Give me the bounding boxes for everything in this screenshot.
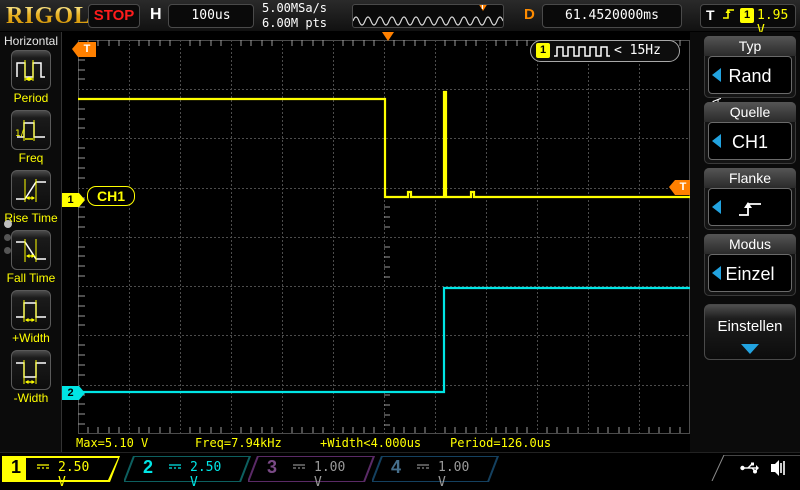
frequency-counter-source: 1 [536,43,550,58]
timebase-value: 100us [191,8,231,23]
pos-width-icon [16,300,46,322]
channel-number-3: 3 [266,457,277,477]
timebase-box[interactable] [168,4,254,28]
measurement-period: Period=126.0us [450,436,552,450]
channel-number-4: 4 [390,457,401,477]
fall-time-icon [16,239,46,262]
memory-waveform-icon [353,16,503,26]
measure-button-pos-width[interactable] [11,290,51,330]
memory-depth: 6.00M pts [262,16,328,30]
coupling-icon-3 [292,462,306,475]
waveform-display[interactable]: T T 1 2 CH1 1 < 15Hz Max=5.10 V Freq=7.9… [62,32,691,452]
settings-button-label: Einstellen [717,318,783,335]
trigger-position-marker[interactable] [382,32,394,41]
delay-box[interactable] [542,4,682,28]
measurement-max: Max=5.10 V [76,436,149,450]
usb-icon[interactable] [740,460,760,481]
ch1-trace [78,90,690,199]
chevron-down-icon[interactable] [741,344,759,354]
measure-button-fall-time[interactable] [11,230,51,270]
acquisition-info: 5.00MSa/s 6.00M pts [262,1,327,31]
delay-value: 61.4520000ms [565,8,659,23]
trigger-slope-value[interactable] [708,188,792,226]
delay-label: D [524,6,535,23]
trigger-slope-header: Flanke [704,168,796,188]
measure-button-rise-time[interactable] [11,170,51,210]
svg-text:1/: 1/ [15,129,25,139]
ch1-cursor-label[interactable]: CH1 [87,186,136,206]
channel-scale-3: 1.00 V [314,460,346,490]
chevron-left-icon-type[interactable] [712,68,721,82]
measure-label-pos-width: +Width [12,331,50,345]
sample-rate: 5.00MSa/s [262,1,328,15]
channel-number-2: 2 [142,457,153,477]
page-dot-1 [4,220,12,228]
trigger-level-value: 1.95 V [757,8,789,38]
ch2-trace [78,286,690,394]
trigger-source-header: Quelle [704,102,796,122]
pulse-train-icon [554,44,610,63]
horizontal-label: H [150,6,162,23]
left-measure-menu: Horizontal Period 1/ Freq [0,32,62,452]
measure-button-freq[interactable]: 1/ [11,110,51,150]
trigger-source-value[interactable]: CH1 [708,122,792,160]
ch2-ground-marker[interactable]: 2 [62,386,85,400]
bottom-channel-bar: 1 2.50 V 2 2.50 V 3 1.0 [0,452,800,490]
rigol-logo: RIGOL [6,3,92,29]
frequency-counter-value: < 15Hz [614,43,661,58]
period-icon [16,60,45,81]
left-menu-title: Horizontal [3,34,59,48]
run-state-button[interactable] [88,4,140,28]
rising-edge-icon [722,7,735,24]
chevron-left-icon-source[interactable] [712,134,721,148]
top-status-bar: RIGOL STOP H 100us 5.00MSa/s 6.00M pts D… [0,0,800,38]
measure-label-fall-time: Fall Time [6,271,56,285]
frequency-icon: 1/ [15,120,45,141]
trigger-mode-value[interactable]: Einzel [708,254,792,292]
coupling-icon-4 [416,462,430,475]
measurement-readouts: Max=5.10 V Freq=7.94kHz +Width<4.000us P… [62,436,690,452]
trigger-label: T [706,7,715,23]
chevron-left-icon-mode[interactable] [712,266,721,280]
ch1-ground-marker[interactable]: 1 [62,193,85,207]
page-dot-2 [4,234,11,241]
trigger-type-value[interactable]: Rand [708,56,792,94]
coupling-icon-2 [168,462,182,475]
chevron-left-icon-slope[interactable] [712,200,721,214]
trigger-mode-header: Modus [704,234,796,254]
channel-scale-4: 1.00 V [438,460,470,490]
measure-label-period: Period [13,91,49,105]
rise-time-icon [16,179,46,202]
measure-label-rise-time: Rise Time [4,211,58,225]
memory-trigger-marker [478,5,488,11]
measure-button-period[interactable] [11,50,51,90]
trigger-level-marker[interactable]: T [669,180,691,195]
oscilloscope-screen: RIGOL STOP H 100us 5.00MSa/s 6.00M pts D… [0,0,800,480]
speaker-mute-icon[interactable] [766,459,788,482]
trigger-source-badge: 1 [740,8,754,23]
rising-edge-icon [737,198,763,218]
run-state-label: STOP [93,7,135,24]
channel-number-1: 1 [10,457,21,477]
trigger-type-header: Typ [704,36,796,56]
neg-width-icon [16,360,46,384]
channel-scale-2: 2.50 V [190,460,222,490]
measure-label-neg-width: -Width [13,391,49,405]
measure-label-freq: Freq [18,151,44,165]
trigger-delay-marker[interactable]: T [72,42,96,57]
measurement-poswidth: +Width<4.000us [320,436,422,450]
channel-scale-1: 2.50 V [58,460,90,490]
memory-overview[interactable] [352,4,504,28]
status-icon-area [700,455,800,482]
measurement-freq: Freq=7.94kHz [195,436,282,450]
coupling-icon-1 [36,462,50,475]
measure-button-neg-width[interactable] [11,350,51,390]
right-trigger-menu: Auslösen Typ Rand Quelle CH1 Flanke Modu… [690,32,800,452]
menu-page-indicator [4,220,12,260]
page-dot-3 [4,247,11,254]
